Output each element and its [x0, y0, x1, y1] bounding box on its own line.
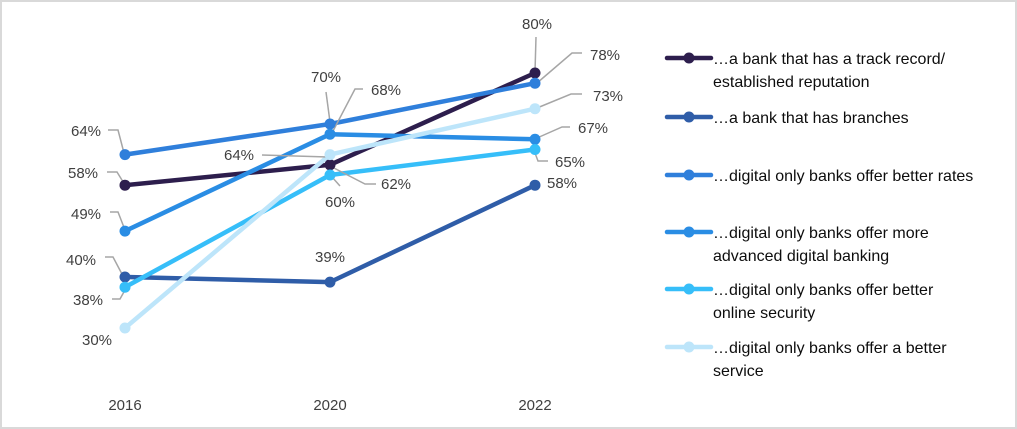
data-point-0-0: [119, 179, 131, 191]
data-point-1-1: [324, 276, 336, 288]
leader-line-5-1: [261, 154, 329, 158]
data-point-3-1: [324, 128, 336, 140]
legend-label-line: online security: [713, 305, 815, 322]
data-point-5-1: [324, 149, 336, 161]
data-label-1-2: 58%: [547, 175, 577, 192]
data-label-2-1: 70%: [311, 69, 341, 86]
x-tick-label-2: 2022: [518, 397, 551, 414]
data-label-3-0: 49%: [71, 206, 101, 223]
data-label-3-2: 67%: [578, 120, 608, 137]
legend-dot-marker-icon: [683, 169, 695, 181]
leader-line-0-2: [534, 36, 537, 73]
data-label-4-0: 38%: [73, 292, 103, 309]
series-markers: [119, 67, 541, 334]
leader-line-4-2: [534, 152, 548, 162]
data-point-4-1: [324, 169, 336, 181]
legend-dot-marker-icon: [683, 111, 695, 123]
data-point-0-2: [529, 67, 541, 79]
legend-label-line: …digital only banks offer a better: [713, 340, 947, 357]
data-point-4-0: [119, 281, 131, 293]
data-point-2-1: [324, 118, 336, 130]
legend-item-1: …a bank that has branches: [664, 110, 909, 127]
leader-line-2-0: [108, 129, 125, 154]
data-point-2-0: [119, 149, 131, 161]
data-label-4-1: 60%: [325, 194, 355, 211]
x-tick-label-1: 2020: [313, 397, 346, 414]
x-tick-label-0: 2016: [108, 397, 141, 414]
legend-dot-marker-icon: [683, 283, 695, 295]
data-point-5-0: [119, 322, 131, 334]
legend-dot-marker-icon: [683, 52, 695, 64]
leader-line-2-2: [536, 52, 582, 84]
series-line-5: [122, 106, 538, 331]
legend-label-line: …digital only banks offer better rates: [713, 168, 973, 185]
leader-line-3-1: [331, 88, 363, 134]
leader-line-3-2: [536, 126, 570, 139]
legend-label-line: advanced digital banking: [713, 248, 889, 265]
data-point-1-2: [529, 179, 541, 191]
data-label-1-0: 40%: [66, 252, 96, 269]
data-label-5-1: 64%: [224, 147, 254, 164]
legend-label-line: …digital only banks offer more: [713, 225, 929, 242]
leader-line-3-0: [110, 211, 126, 231]
data-label-3-1: 68%: [371, 82, 401, 99]
legend-label-line: …a bank that has branches: [713, 110, 909, 127]
legend-dot-marker-icon: [683, 341, 695, 353]
legend-item-2: …digital only banks offer better rates: [664, 168, 973, 185]
data-label-0-0: 58%: [68, 165, 98, 182]
data-label-5-0: 30%: [82, 332, 112, 349]
data-label-0-2: 80%: [522, 16, 552, 33]
legend-dot-marker-icon: [683, 226, 695, 238]
legend: …a bank that has a track record/establis…: [664, 51, 973, 380]
data-point-5-2: [529, 103, 541, 115]
data-labels: 58% 62% 80% 40% 39% 58% 64% 70% 78% 49% 68% 67% 38% 6…: [66, 16, 623, 349]
data-point-0-1: [324, 159, 336, 171]
leader-line-2-1: [325, 91, 331, 123]
leader-line-5-2: [536, 93, 582, 109]
x-axis-tick-labels: 2016 2020 2022: [108, 397, 551, 414]
leader-line-1-0: [105, 256, 124, 277]
data-label-0-1: 62%: [381, 176, 411, 193]
data-point-4-2: [529, 144, 541, 155]
legend-item-5: …digital only banks offer a better servic…: [664, 340, 947, 380]
data-label-2-2: 78%: [590, 47, 620, 64]
legend-label-line: established reputation: [713, 74, 870, 91]
data-label-1-1: 39%: [315, 249, 345, 266]
data-point-2-2: [529, 77, 541, 89]
leader-line-4-0: [112, 289, 126, 300]
leader-line-0-1: [331, 166, 376, 185]
legend-item-3: …digital only banks offer more advanced d…: [664, 225, 929, 265]
legend-item-4: …digital only banks offer better online s…: [664, 282, 934, 322]
legend-item-0: …a bank that has a track record/establis…: [664, 51, 946, 91]
data-point-3-2: [529, 133, 541, 145]
data-point-3-0: [119, 225, 131, 237]
legend-label-line: service: [713, 363, 764, 380]
label-leader-lines: [105, 36, 582, 300]
data-label-2-0: 64%: [71, 123, 101, 140]
legend-label-line: …digital only banks offer better: [713, 282, 934, 299]
legend-label-line: …a bank that has a track record/: [713, 51, 946, 68]
data-label-5-2: 73%: [593, 88, 623, 105]
data-point-1-0: [119, 271, 131, 283]
data-label-4-2: 65%: [555, 154, 585, 171]
